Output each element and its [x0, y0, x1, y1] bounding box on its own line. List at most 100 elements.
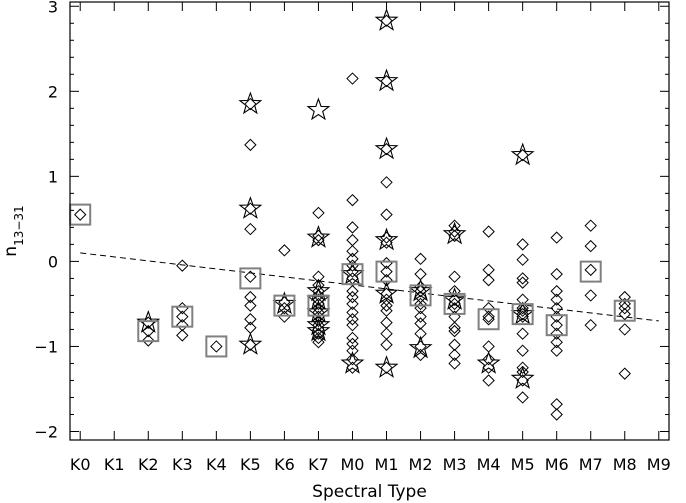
diamond-point: [244, 222, 257, 236]
square-point: [239, 267, 262, 290]
fit-line: [80, 252, 659, 322]
x-tick-label: M3: [443, 455, 467, 474]
diamond-point: [448, 310, 461, 323]
diamond-point: [448, 297, 461, 311]
x-axis-label: Spectral Type: [312, 482, 427, 502]
diamond-point: [346, 331, 359, 345]
diamond-point: [550, 318, 563, 332]
diamond-point: [482, 301, 495, 315]
diamond-point: [618, 323, 631, 336]
diamond-point: [584, 289, 597, 302]
diamond-point: [516, 365, 529, 379]
diamond-point: [414, 252, 427, 266]
diamond-point: [278, 301, 291, 315]
square-point: [409, 284, 432, 307]
y-axis-label-sub: 13−31: [12, 205, 26, 246]
diamond-point: [516, 304, 529, 317]
diamond-point: [312, 318, 325, 332]
star-point: [374, 355, 399, 378]
diamond-point: [210, 340, 223, 353]
diamond-point: [380, 316, 393, 329]
diamond-point: [516, 361, 529, 374]
diamond-point: [482, 374, 495, 387]
diamond-point: [346, 361, 359, 374]
diamond-point: [346, 306, 359, 319]
star-point: [340, 350, 365, 374]
diamond-point: [482, 225, 495, 238]
star-point: [442, 221, 467, 245]
diamond-point: [380, 74, 393, 88]
x-tick-label: K6: [274, 455, 295, 474]
diamond-point: [346, 297, 359, 311]
diamond-point: [448, 324, 461, 338]
square-point: [273, 294, 296, 317]
star-point: [374, 136, 399, 160]
diamond-point: [584, 318, 597, 332]
diamond-point: [346, 313, 359, 326]
diamond-point: [448, 284, 461, 298]
y-tick-label: −2: [34, 422, 58, 441]
diamond-point: [618, 307, 631, 321]
star-point: [442, 287, 467, 310]
diamond-point: [482, 263, 495, 277]
diamond-point: [584, 239, 597, 253]
star-point: [340, 261, 365, 285]
diamond-point: [550, 408, 563, 421]
diamond-point: [414, 280, 427, 294]
diamond-point: [380, 236, 393, 249]
square-point: [341, 263, 364, 286]
square-point: [69, 203, 92, 226]
square-point: [137, 320, 160, 343]
star-point: [374, 68, 399, 92]
diamond-point: [482, 273, 495, 287]
y-tick-label: 2: [48, 82, 58, 101]
diamond-point: [380, 256, 393, 270]
diamond-point: [346, 193, 359, 207]
diamond-point: [244, 270, 257, 283]
star-point: [408, 278, 433, 302]
diamond-point: [550, 293, 563, 306]
diamond-point: [516, 272, 529, 285]
diamond-point: [414, 267, 427, 281]
diamond-point: [346, 233, 359, 247]
square-point: [375, 260, 398, 283]
x-tick-label: K3: [172, 455, 193, 474]
plot-frame: [69, 1, 670, 441]
x-tick-label: M4: [477, 455, 501, 474]
diamond-point: [482, 361, 495, 374]
diamond-point: [380, 265, 393, 278]
square-point: [205, 335, 228, 358]
diamond-point: [346, 244, 359, 258]
x-tick-label: M1: [375, 455, 399, 474]
diamond-point: [414, 317, 427, 330]
diamond-point: [346, 337, 359, 351]
diamond-point: [482, 352, 495, 366]
x-tick-label: M2: [409, 455, 433, 474]
axes: K0 K1 K2 K3 K4 K5 K6 K7 M0 M1 M2 M3 M4 M5 M6 M7 M8 M9 −2 −1…: [34, 0, 670, 474]
square-point: [579, 260, 602, 283]
diamond-point: [380, 327, 393, 340]
diamond-point: [176, 259, 189, 272]
x-tick-label: M6: [545, 455, 569, 474]
square-point: [545, 314, 568, 337]
star-point: [238, 91, 263, 115]
x-tick-label: M9: [647, 455, 671, 474]
diamond-point: [618, 301, 631, 315]
diamond-point: [278, 310, 291, 323]
diamond-point: [380, 231, 393, 244]
star-point: [374, 227, 399, 251]
star-point: [374, 281, 399, 304]
diamond-point: [550, 310, 563, 323]
y-tick-label: 0: [48, 252, 58, 271]
diamond-point: [74, 208, 87, 221]
diamond-point: [448, 338, 461, 351]
diamond-point: [142, 334, 155, 347]
star-point: [510, 301, 535, 325]
diamond-point: [516, 327, 529, 340]
diamond-point: [244, 97, 257, 111]
diamond-point: [380, 176, 393, 189]
diamond-point: [176, 329, 189, 342]
diamond-point: [380, 287, 393, 300]
diamond-point: [448, 348, 461, 362]
diamond-point: [346, 318, 359, 332]
